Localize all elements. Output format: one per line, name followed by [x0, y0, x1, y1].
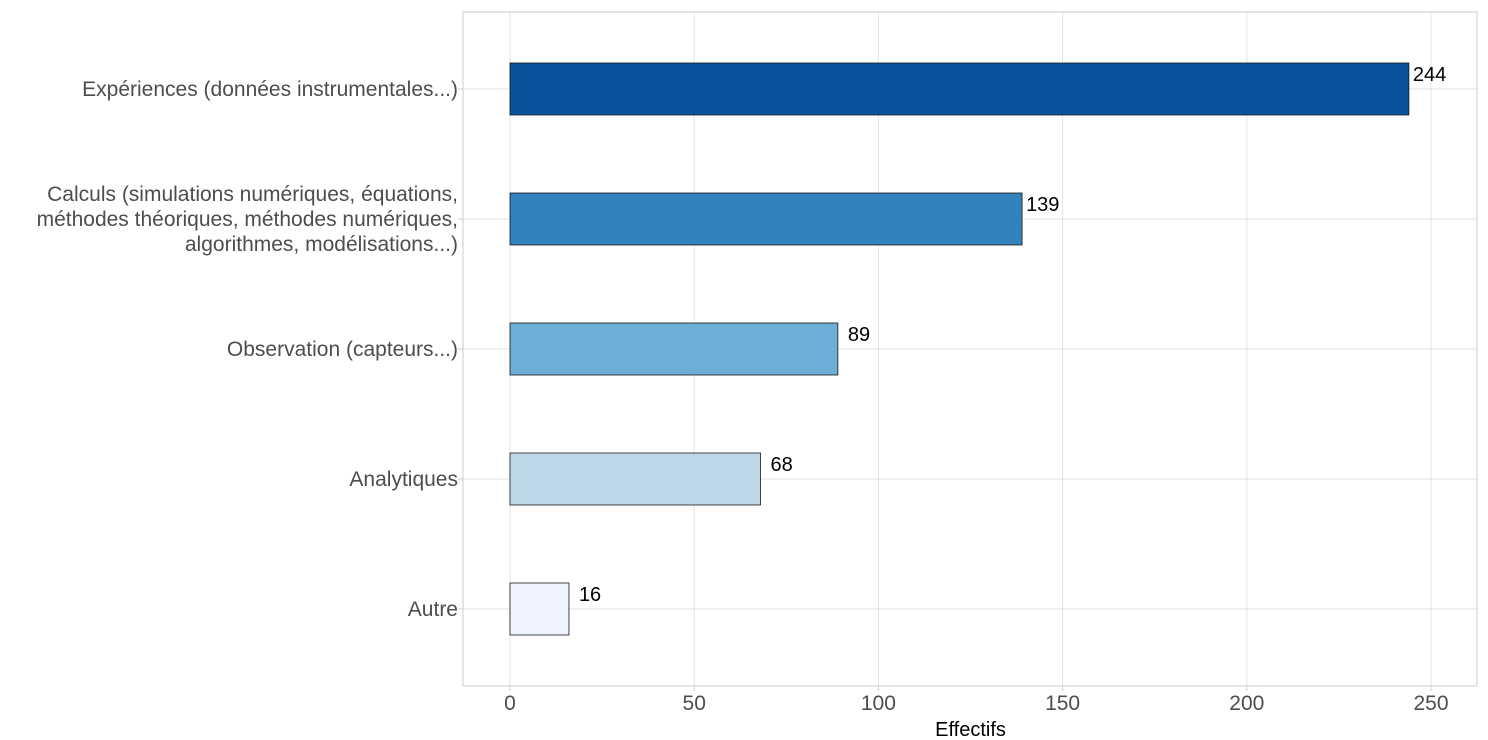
panel-border	[462, 11, 1478, 687]
category-label-line: Expériences (données instrumentales...)	[82, 78, 458, 101]
category-label: Observation (capteurs...)	[227, 338, 458, 361]
category-label: Autre	[408, 598, 458, 621]
label-layer: 0 50 100 150 200 250 244 Expériences (données i…	[37, 64, 1449, 715]
category-label: Expériences (données instrumentales...)	[82, 78, 458, 101]
x-axis-title: Effectifs	[935, 719, 1006, 740]
x-tick-label: 50	[683, 692, 706, 715]
bar-value-label: 16	[579, 584, 601, 606]
bar	[509, 322, 839, 376]
x-tick-label: 200	[1229, 692, 1264, 715]
category-label-line: méthodes théoriques, méthodes numériques…	[37, 208, 458, 231]
category-label-line: algorithmes, modélisations...)	[185, 233, 458, 256]
x-tick-label: 100	[861, 692, 896, 715]
bar-value-label: 139	[1026, 194, 1059, 216]
category-label-line: Observation (capteurs...)	[227, 338, 458, 361]
x-tick-label: 0	[504, 692, 516, 715]
bar	[509, 582, 570, 636]
bar	[509, 192, 1023, 246]
bar	[509, 452, 761, 506]
category-label-line: Calculs (simulations numériques, équatio…	[47, 183, 458, 206]
category-label: Calculs (simulations numériques, équatio…	[37, 183, 458, 256]
x-tick-label: 250	[1413, 692, 1448, 715]
bar-value-label: 244	[1413, 64, 1446, 86]
category-label-line: Autre	[408, 598, 458, 621]
bar-value-label: 89	[848, 324, 870, 346]
bar-value-label: 68	[771, 454, 793, 476]
bar	[509, 62, 1410, 116]
category-label-line: Analytiques	[349, 468, 458, 491]
bar-layer	[509, 62, 1410, 636]
category-label: Analytiques	[349, 468, 458, 491]
x-tick-label: 150	[1045, 692, 1080, 715]
